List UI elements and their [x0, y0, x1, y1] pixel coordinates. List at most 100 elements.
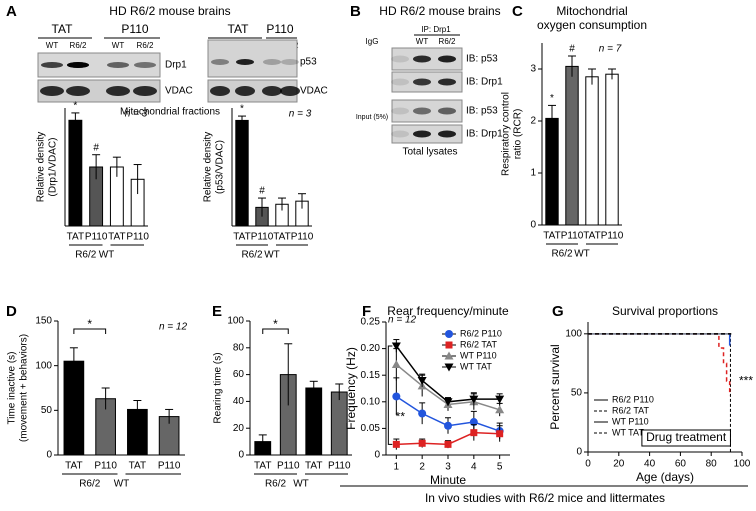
ip-label: IP: Drp1 [421, 25, 451, 34]
y-axis-label: Percent survival [548, 344, 562, 429]
comparison-label: * [87, 317, 92, 331]
blot-band [413, 130, 431, 138]
y-tick-label: 0.25 [361, 317, 381, 328]
blot-band [133, 86, 157, 96]
legend-label: WT TAT [612, 427, 644, 437]
y-axis-label: Relative density [203, 132, 214, 203]
footer-text: In vivo studies with R6/2 mice and litte… [425, 491, 665, 505]
significance-mark: # [569, 44, 575, 55]
band-label: IB: p53 [466, 54, 498, 65]
x-tick-label: P110 [328, 461, 351, 472]
panel-letter: C [512, 3, 523, 20]
significance-mark: *** [739, 373, 753, 387]
blot-band [41, 62, 63, 68]
blot-title: HD R6/2 mouse brains [109, 4, 230, 18]
x-tick-label: TAT [65, 461, 82, 472]
marker [444, 351, 454, 360]
y-axis-label: ratio (RCR) [513, 109, 524, 160]
y-axis-label: Relative density [36, 132, 47, 203]
x-tick-label: TAT [233, 232, 250, 243]
blot-band [134, 62, 156, 68]
x-axis-label: Minute [430, 473, 466, 487]
y-tick-label: 1 [530, 168, 536, 179]
group-label: WT [264, 250, 280, 261]
panel-letter: B [350, 3, 361, 20]
panel-letter: D [6, 303, 17, 320]
marker [444, 363, 454, 372]
significance-mark: * [73, 101, 77, 112]
x-tick-label: P110 [251, 232, 274, 243]
blot-band [280, 86, 300, 96]
y-tick-label: 0.15 [361, 370, 381, 381]
x-tick-label: TAT [583, 231, 600, 242]
x-tick-label: P110 [277, 461, 300, 472]
y-axis-label: (p53/VDAC) [215, 140, 226, 194]
treatment-box [641, 429, 731, 447]
marker [495, 395, 505, 404]
group-label: R6/2 [79, 479, 101, 490]
y-tick-label: 100 [227, 316, 244, 327]
marker [496, 430, 504, 438]
x-tick-label: 40 [644, 459, 656, 470]
comparison-bracket [73, 328, 107, 334]
blot-band [66, 86, 90, 96]
marker [418, 409, 427, 418]
panel-letter: G [552, 303, 564, 320]
blot-band [107, 62, 129, 68]
blot-band [210, 86, 230, 96]
blot-band [235, 86, 255, 96]
n-label: n = 12 [159, 322, 188, 333]
blot [207, 39, 298, 78]
bar [63, 360, 85, 456]
blot-band [134, 62, 156, 68]
y-axis-label: Frequency (Hz) [344, 347, 358, 430]
x-tick-label: P110 [126, 232, 149, 243]
treatment-label: Drug treatment [646, 430, 727, 444]
chart-title: oxygen consumption [537, 18, 647, 32]
band-label: p53 [300, 57, 317, 68]
y-tick-label: 3 [530, 64, 536, 75]
band-label: IB: Drp1 [466, 129, 503, 140]
n-label: n = 12 [388, 315, 417, 326]
x-tick-label: TAT [273, 232, 290, 243]
x-tick-label: 4 [471, 462, 477, 473]
y-tick-label: 40 [233, 396, 245, 407]
band-label: IB: p53 [466, 106, 498, 117]
marker [469, 418, 478, 427]
marker [470, 429, 478, 437]
x-tick-label: TAT [305, 461, 322, 472]
legend-label: R6/2 TAT [460, 339, 498, 349]
x-tick-label: 80 [706, 459, 718, 470]
marker [392, 440, 400, 448]
marker [444, 440, 452, 448]
bar [585, 76, 599, 226]
blot-group: P110 [266, 22, 293, 36]
x-tick-label: 2 [419, 462, 425, 473]
x-tick-label: P110 [85, 232, 108, 243]
marker [418, 439, 426, 447]
x-tick-label: 60 [675, 459, 687, 470]
y-tick-label: 150 [35, 316, 52, 327]
y-tick-label: 0 [374, 450, 380, 461]
blot-group: P110 [121, 22, 148, 36]
band-label: VDAC [300, 86, 328, 97]
blot-band [211, 59, 229, 65]
y-axis-label: (Drp1/VDAC) [48, 138, 59, 197]
n-label: n = 7 [599, 44, 622, 55]
x-tick-label: 5 [497, 462, 503, 473]
y-tick-label: 0.10 [361, 396, 381, 407]
x-tick-label: P110 [601, 231, 624, 242]
x-tick-label: 0 [585, 459, 591, 470]
y-tick-label: 0 [238, 450, 244, 461]
y-tick-label: 100 [35, 360, 52, 371]
x-tick-label: 20 [613, 459, 625, 470]
marker [444, 421, 452, 430]
y-tick-label: 50 [41, 405, 53, 416]
blot-caption: Total lysates [402, 147, 457, 158]
x-tick-label: TAT [543, 231, 560, 242]
blot-band [413, 78, 431, 86]
y-axis-label: Time inactive (s) [7, 352, 18, 425]
significance-mark: * [240, 104, 244, 115]
legend-label: WT TAT [460, 361, 492, 371]
